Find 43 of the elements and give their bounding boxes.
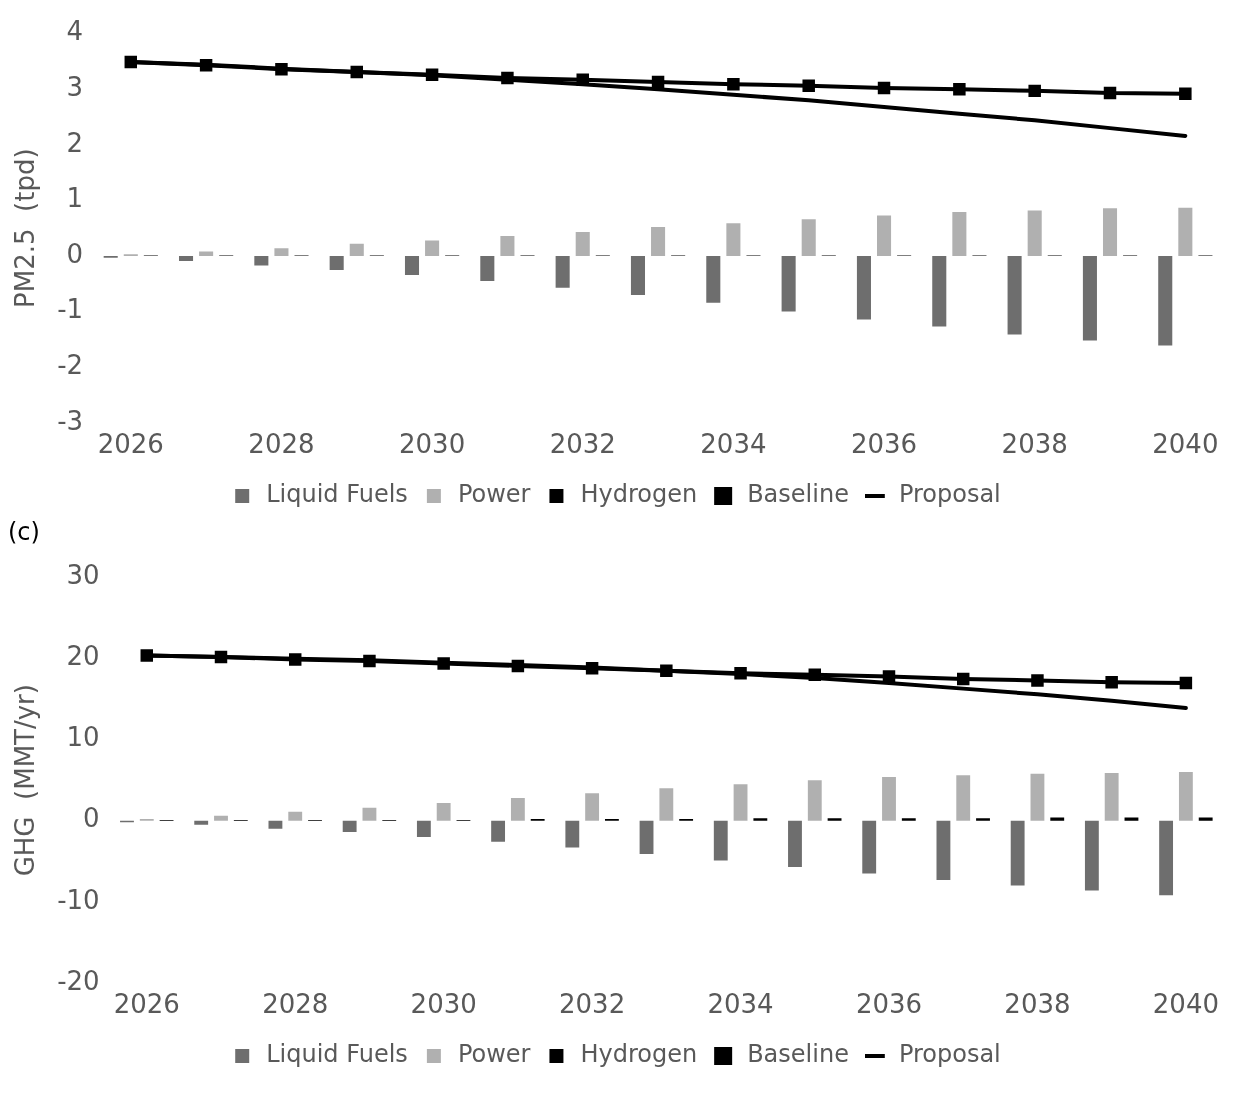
x-tick-label: 2036 [855,989,923,1020]
x-tick-label: 2040 [1152,989,1219,1020]
legend-label: Proposal [898,1040,1001,1069]
y-tick-label: -3 [57,405,84,436]
y-tick-label: -2 [57,349,84,380]
legend-label: Power [457,480,531,509]
text: (c) [8,518,41,548]
x-tick-label: 2030 [399,429,466,460]
y-tick-label: -10 [57,884,100,915]
x-tick-label: 2026 [97,429,164,460]
x-tick-label: 2034 [700,429,767,460]
legend-label: Liquid Fuels [266,480,408,509]
y-tick-label: 2 [66,127,84,158]
legend-label: Power [457,1040,531,1069]
y-tick-label: 0 [83,803,100,834]
y-tick-label: 0 [66,238,84,269]
legend-label: Hydrogen [580,1040,698,1069]
legend-label: Proposal [898,480,1001,509]
x-tick-label: 2028 [262,989,329,1020]
legend-label: Baseline [747,480,849,509]
x-tick-label: 2026 [113,989,180,1020]
legend-label: Baseline [747,1040,849,1069]
legend-label: Hydrogen [580,480,698,509]
x-tick-label: 2036 [850,429,918,460]
x-tick-label: 2034 [707,989,774,1020]
y-tick-label: 20 [66,641,100,672]
x-tick-label: 2028 [248,429,315,460]
y-tick-label: -1 [57,294,84,325]
y-tick-label: 10 [66,722,100,753]
x-tick-label: 2038 [1004,989,1071,1020]
y-tick-label: -20 [57,965,100,996]
y-tick-label: 1 [66,183,84,214]
x-tick-label: 2038 [1001,429,1068,460]
x-tick-label: 2040 [1152,429,1219,460]
x-tick-label: 2030 [410,989,477,1020]
legend-label: Liquid Fuels [266,1040,408,1069]
x-tick-label: 2032 [559,989,626,1020]
y-tick-label: 4 [66,16,84,47]
y-axis-title: PM2.5 (tpd) [10,148,41,308]
x-tick-label: 2032 [549,429,616,460]
y-axis-title: GHG (MMT/yr) [10,684,41,877]
y-tick-label: 3 [66,71,84,102]
y-tick-label: 30 [66,560,100,591]
